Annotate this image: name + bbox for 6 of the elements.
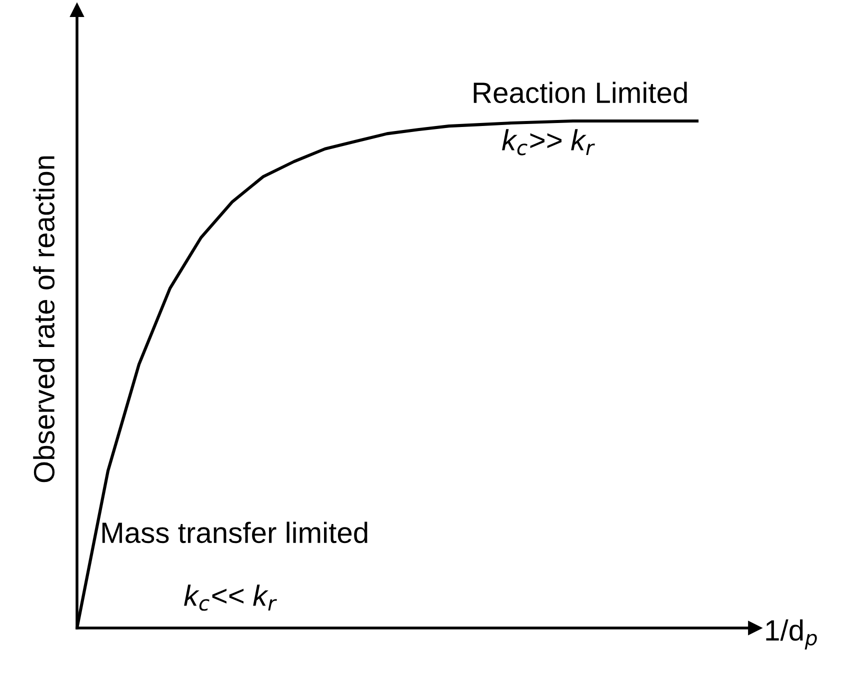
x-axis-title: 1/d$_{p}$ [766,619,817,650]
annotation: k$_{c}$<< k$_{r}$ [184,584,277,611]
y-axis-title: Observed rate of reaction [33,156,55,482]
annotation: k$_{c}$>> k$_{r}$ [502,129,595,156]
text: Reaction Limited [474,82,687,104]
annotation: Mass transfer limited [102,522,368,544]
